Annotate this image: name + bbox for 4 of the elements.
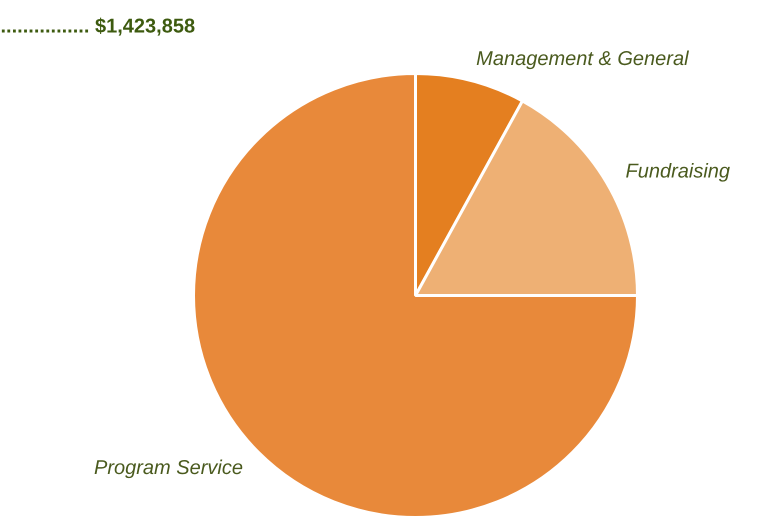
- slice-label: Management & General: [476, 48, 690, 70]
- text: ................ $1,423,858: [0, 16, 196, 38]
- slice-label: Program Service: [94, 457, 243, 480]
- slice-label: Fundraising: [626, 160, 730, 182]
